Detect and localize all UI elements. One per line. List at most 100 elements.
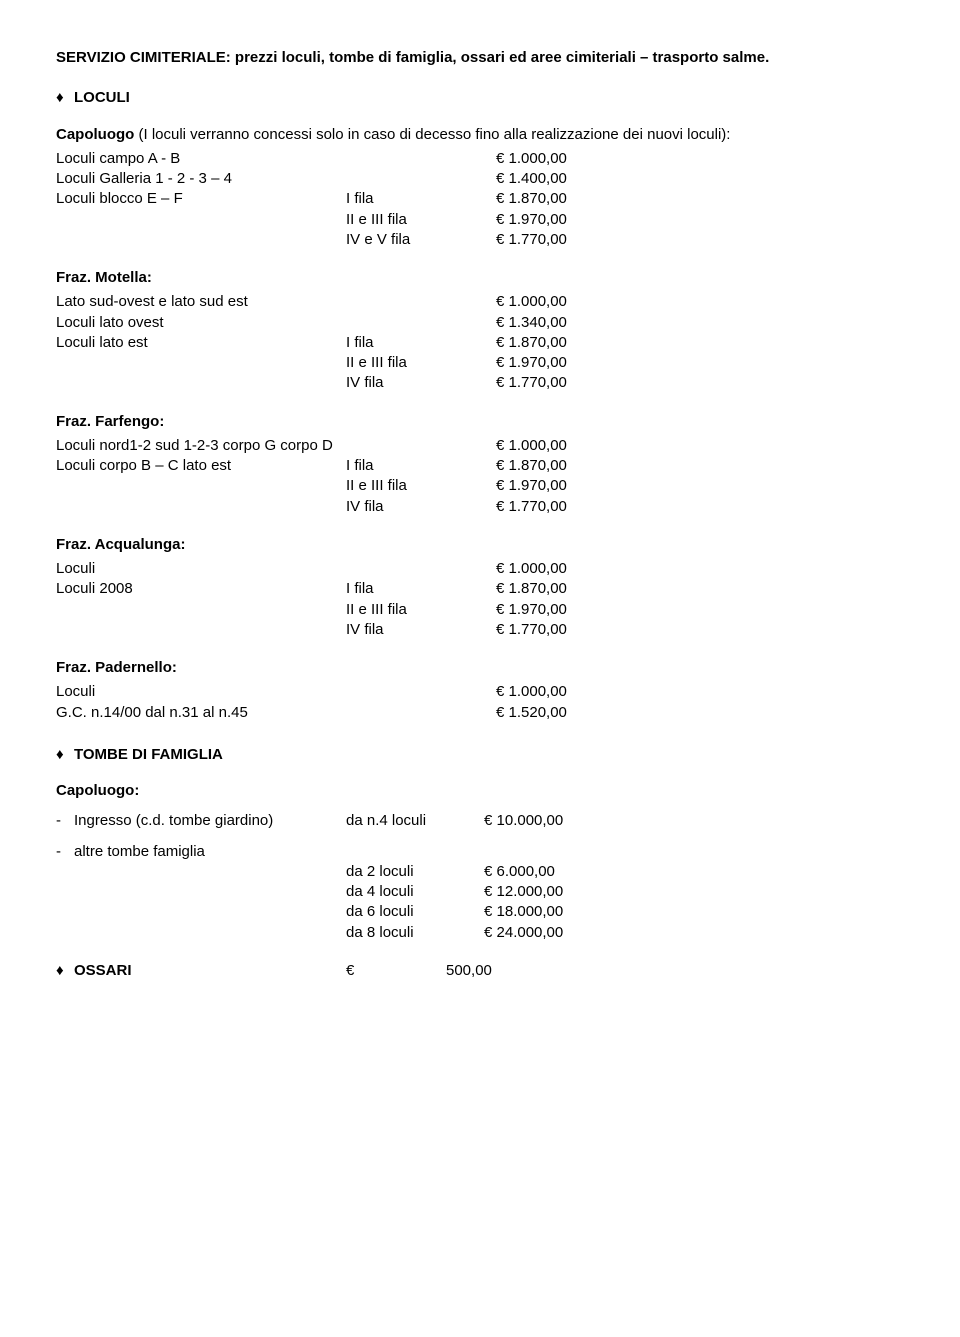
- row-val: € 1.970,00: [496, 476, 606, 496]
- row-mid: II e III fila: [346, 600, 496, 620]
- row-label: [56, 230, 346, 250]
- diamond-icon: ♦: [56, 961, 74, 981]
- row-label: altre tombe famiglia: [74, 842, 346, 862]
- row-val: € 1.870,00: [496, 456, 606, 476]
- padernello-rows: Loculi € 1.000,00 G.C. n.14/00 dal n.31 a…: [56, 682, 904, 723]
- row-mid: I fila: [346, 579, 496, 599]
- padernello-heading: Fraz. Padernello:: [56, 658, 904, 678]
- motella-heading: Fraz. Motella:: [56, 268, 904, 288]
- row-label: [56, 373, 346, 393]
- farfengo-heading: Fraz. Farfengo:: [56, 412, 904, 432]
- row-val: € 1.770,00: [496, 373, 606, 393]
- intro-rest: (I loculi verranno concessi solo in caso…: [134, 126, 730, 143]
- section-tombe-heading: ♦ TOMBE DI FAMIGLIA: [56, 745, 904, 765]
- row-val: € 1.400,00: [496, 169, 606, 189]
- diamond-icon: ♦: [56, 88, 74, 108]
- tombe-capoluogo-heading: Capoluogo:: [56, 781, 904, 801]
- loculi-intro: Capoluogo (I loculi verranno concessi so…: [56, 125, 904, 145]
- row-val: € 1.870,00: [496, 333, 606, 353]
- row-val: € 1.870,00: [496, 189, 606, 209]
- heading-text: TOMBE DI FAMIGLIA: [74, 745, 223, 765]
- dash-icon: -: [56, 842, 74, 862]
- acqualunga-heading: Fraz. Acqualunga:: [56, 535, 904, 555]
- intro-prefix: Capoluogo: [56, 126, 134, 143]
- tombe-altre: - altre tombe famiglia da 2 loculi€ 6.00…: [56, 842, 904, 943]
- row-label: Loculi nord1-2 sud 1-2-3 corpo G corpo D: [56, 436, 496, 456]
- row-val: € 1.000,00: [496, 149, 606, 169]
- row-label: Loculi lato ovest: [56, 313, 346, 333]
- section-loculi-heading: ♦ LOCULI: [56, 88, 904, 108]
- row-mid: [346, 559, 496, 579]
- row-label: [56, 210, 346, 230]
- section-ossari: ♦ OSSARI € 500,00: [56, 961, 904, 981]
- row-mid: [346, 313, 496, 333]
- row-mid: IV fila: [346, 620, 496, 640]
- row-val: € 1.000,00: [496, 682, 606, 702]
- row-mid: [346, 682, 496, 702]
- motella-rows: Lato sud-ovest e lato sud est€ 1.000,00 …: [56, 292, 904, 393]
- diamond-icon: ♦: [56, 745, 74, 765]
- row-label: [56, 600, 346, 620]
- row-label: Ingresso (c.d. tombe giardino): [74, 811, 346, 831]
- row-label: [56, 353, 346, 373]
- row-mid: I fila: [346, 333, 496, 353]
- row-label: Loculi corpo B – C lato est: [56, 456, 346, 476]
- row-mid: [346, 169, 496, 189]
- row-val: € 12.000,00: [484, 882, 604, 902]
- dash-icon: -: [56, 811, 74, 831]
- row-val: € 1.000,00: [496, 436, 606, 456]
- row-mid: [346, 703, 496, 723]
- row-label: Loculi: [56, 559, 346, 579]
- heading-text: LOCULI: [74, 88, 130, 108]
- row-val: € 10.000,00: [484, 811, 604, 831]
- loculi-rows: Loculi campo A - B € 1.000,00 Loculi Gall…: [56, 149, 904, 250]
- row-mid: da 2 loculi: [346, 862, 484, 882]
- ossari-label: OSSARI: [74, 961, 346, 981]
- row-val: € 1.970,00: [496, 353, 606, 373]
- row-mid: I fila: [346, 189, 496, 209]
- row-mid: [346, 292, 496, 312]
- row-mid: II e III fila: [346, 476, 496, 496]
- row-val: € 1.340,00: [496, 313, 606, 333]
- row-val: € 1.000,00: [496, 292, 606, 312]
- row-val: € 18.000,00: [484, 902, 604, 922]
- row-mid: II e III fila: [346, 210, 496, 230]
- ossari-mid: €: [346, 961, 446, 981]
- page-title: SERVIZIO CIMITERIALE: prezzi loculi, tom…: [56, 48, 904, 68]
- row-mid: IV e V fila: [346, 230, 496, 250]
- row-val: € 1.770,00: [496, 230, 606, 250]
- row-val: € 1.520,00: [496, 703, 606, 723]
- row-mid: I fila: [346, 456, 496, 476]
- row-val: € 1.970,00: [496, 600, 606, 620]
- row-label: Loculi lato est: [56, 333, 346, 353]
- acqualunga-rows: Loculi € 1.000,00 Loculi 2008I fila€ 1.87…: [56, 559, 904, 640]
- tombe-ingresso-row: - Ingresso (c.d. tombe giardino) da n.4 …: [56, 811, 904, 831]
- row-label: Loculi: [56, 682, 346, 702]
- row-val: € 1.000,00: [496, 559, 606, 579]
- row-mid: IV fila: [346, 373, 496, 393]
- row-val: € 1.970,00: [496, 210, 606, 230]
- row-mid: [346, 149, 496, 169]
- row-val: € 1.770,00: [496, 497, 606, 517]
- row-mid: IV fila: [346, 497, 496, 517]
- row-label: Loculi Galleria 1 - 2 - 3 – 4: [56, 169, 346, 189]
- row-val: € 1.870,00: [496, 579, 606, 599]
- row-label: [56, 476, 346, 496]
- row-mid: da 8 loculi: [346, 923, 484, 943]
- row-label: Loculi campo A - B: [56, 149, 346, 169]
- row-mid: da n.4 loculi: [346, 811, 484, 831]
- farfengo-rows: Loculi nord1-2 sud 1-2-3 corpo G corpo D…: [56, 436, 904, 517]
- row-label: [56, 497, 346, 517]
- row-label: G.C. n.14/00 dal n.31 al n.45: [56, 703, 346, 723]
- row-mid: da 6 loculi: [346, 902, 484, 922]
- row-mid: II e III fila: [346, 353, 496, 373]
- row-label: Loculi blocco E – F: [56, 189, 346, 209]
- row-mid: da 4 loculi: [346, 882, 484, 902]
- row-val: € 6.000,00: [484, 862, 604, 882]
- row-label: [56, 620, 346, 640]
- ossari-val: 500,00: [446, 961, 492, 981]
- row-val: € 1.770,00: [496, 620, 606, 640]
- row-label: Lato sud-ovest e lato sud est: [56, 292, 346, 312]
- row-val: € 24.000,00: [484, 923, 604, 943]
- row-label: Loculi 2008: [56, 579, 346, 599]
